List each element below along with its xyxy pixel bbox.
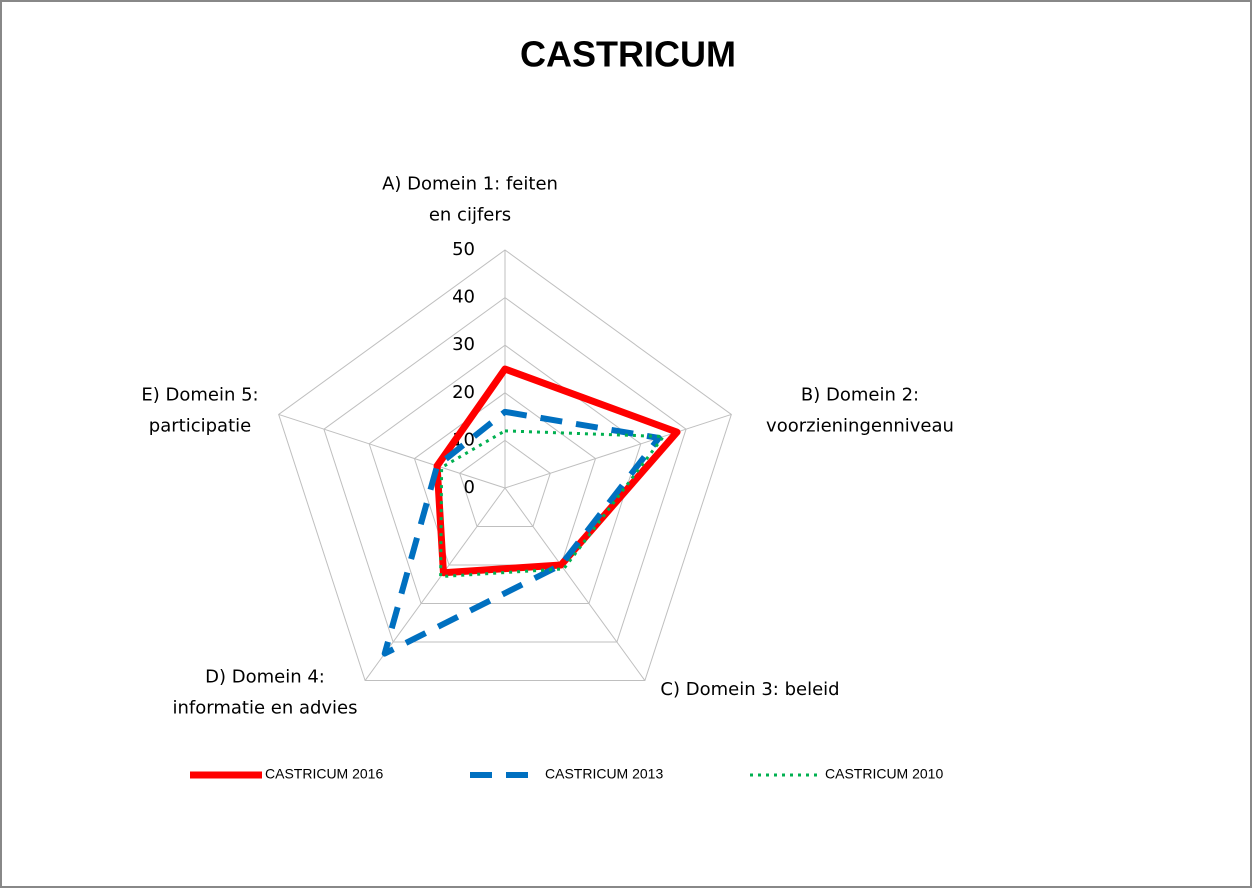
grid-ring bbox=[368, 344, 642, 605]
category-label: D) Domein 4: informatie en advies bbox=[172, 667, 357, 719]
category-label: B) Domein 2: voorzieningenniveau bbox=[766, 385, 954, 437]
y-tick-label: 0 bbox=[464, 477, 475, 498]
y-tick-label: 20 bbox=[452, 382, 475, 403]
series-line bbox=[381, 408, 662, 657]
legend-label: CASTRICUM 2013 bbox=[545, 766, 663, 782]
series-line bbox=[439, 429, 665, 579]
category-label: C) Domein 3: beleid bbox=[660, 679, 839, 700]
grid-ring bbox=[278, 249, 732, 682]
grid-ring bbox=[323, 296, 687, 643]
spoke bbox=[278, 413, 506, 489]
grid-ring bbox=[459, 439, 551, 528]
spoke bbox=[504, 413, 732, 489]
spoke bbox=[504, 487, 646, 681]
y-tick-label: 30 bbox=[452, 334, 475, 355]
legend-label: CASTRICUM 2016 bbox=[265, 766, 383, 782]
chart-title: CASTRICUM bbox=[520, 34, 736, 75]
y-tick-label: 50 bbox=[452, 239, 475, 260]
legend-label: CASTRICUM 2010 bbox=[825, 766, 943, 782]
category-label: A) Domein 1: feiten en cijfers bbox=[382, 174, 558, 226]
y-tick-label: 40 bbox=[452, 287, 475, 308]
category-label: E) Domein 5: participatie bbox=[141, 385, 258, 437]
grid-ring bbox=[413, 392, 597, 566]
series-line bbox=[433, 365, 681, 577]
